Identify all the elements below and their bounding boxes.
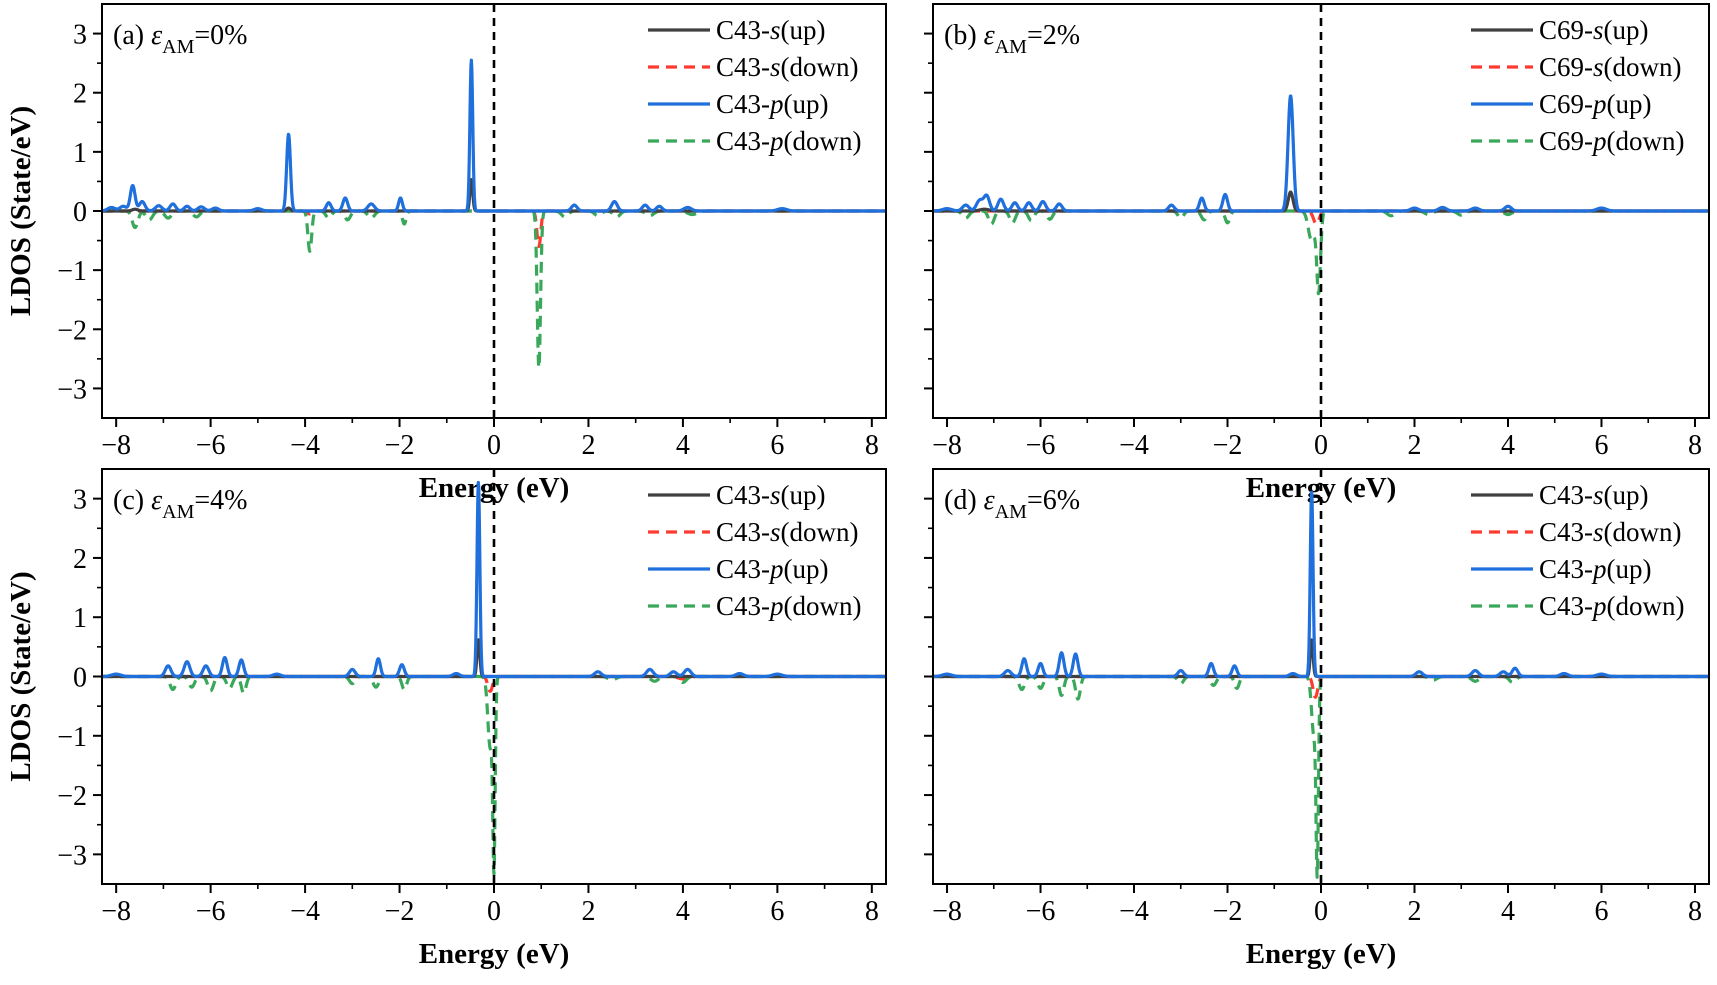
x-tick-label: 4 (676, 896, 690, 927)
legend-entry: C43-s(up) (716, 480, 826, 510)
y-tick-label: −3 (57, 840, 87, 871)
x-tick-label: −8 (101, 430, 131, 461)
y-tick-label: 1 (73, 603, 87, 634)
y-tick-label: −1 (57, 256, 87, 287)
x-tick-label: 6 (1594, 430, 1608, 461)
x-tick-label: −4 (1119, 896, 1149, 927)
x-tick-label: 0 (1314, 896, 1328, 927)
x-tick-label: −8 (101, 896, 131, 927)
x-tick-label: 4 (1501, 430, 1515, 461)
x-tick-label: 8 (1688, 430, 1702, 461)
legend-entry: C43-p(up) (716, 554, 828, 584)
x-tick-label: −6 (196, 896, 226, 927)
x-tick-label: −2 (1213, 896, 1243, 927)
y-axis-title: LDOS (State/eV) (5, 571, 37, 781)
legend-entry: C43-p(up) (1539, 554, 1651, 584)
legend-entry: C43-s(down) (1539, 517, 1682, 547)
y-tick-label: −2 (57, 315, 87, 346)
x-tick-label: 4 (676, 430, 690, 461)
x-tick-label: 6 (770, 896, 784, 927)
plot-area (933, 490, 1709, 879)
x-tick-label: 2 (1407, 430, 1421, 461)
legend-entry: C43-p(down) (716, 591, 861, 621)
x-tick-label: 4 (1501, 896, 1515, 927)
legend-entry: C69-s(up) (1539, 15, 1649, 45)
panel-label: (c) εAM=4% (113, 485, 247, 523)
legend-entry: C43-p(down) (716, 126, 861, 156)
y-axis-title: LDOS (State/eV) (5, 106, 37, 316)
legend-entry: C69-p(up) (1539, 89, 1651, 119)
x-tick-label: 8 (865, 430, 879, 461)
legend: C43-s(up) C43-s(down) C43-p(up) C43-p(down) (648, 15, 861, 156)
series-line-p-down (933, 209, 1709, 296)
x-tick-label: −6 (1026, 430, 1056, 461)
x-tick-label: −2 (385, 430, 415, 461)
legend-entry: C43-p(up) (716, 89, 828, 119)
x-tick-label: 2 (581, 896, 595, 927)
panel-label: (a) εAM=0% (113, 20, 247, 58)
y-tick-label: −2 (57, 781, 87, 812)
y-tick-label: 1 (73, 138, 87, 169)
y-tick-label: 3 (73, 20, 87, 51)
series-line-p-up (933, 94, 1709, 213)
x-tick-label: −4 (290, 430, 320, 461)
x-tick-label: 0 (487, 430, 501, 461)
x-tick-label: −6 (196, 430, 226, 461)
legend: C69-s(up) C69-s(down) C69-p(up) C69-p(down) (1471, 15, 1684, 156)
y-tick-label: 0 (73, 663, 87, 694)
legend-entry: C43-s(up) (716, 15, 826, 45)
series-line-p-down (102, 674, 886, 876)
x-tick-label: −2 (385, 896, 415, 927)
panel-c: −8 −6 −4 −2 0 2 4 6 8 −3 −2 −1 0 1 2 3 Energy (eV) LDOS (… (5, 468, 887, 970)
plot-area (102, 58, 886, 370)
panel-label: (b) εAM=2% (944, 20, 1080, 58)
x-axis-title: Energy (eV) (419, 938, 570, 970)
x-tick-label: 0 (1314, 430, 1328, 461)
x-tick-label: 8 (1688, 896, 1702, 927)
x-tick-label: −4 (290, 896, 320, 927)
y-tick-label: 2 (73, 79, 87, 110)
x-tick-label: −2 (1213, 430, 1243, 461)
x-tick-label: −8 (932, 896, 962, 927)
legend-entry: C69-p(down) (1539, 126, 1684, 156)
plot-area (102, 480, 886, 876)
x-tick-label: −6 (1026, 896, 1056, 927)
series-line-p-up (102, 58, 886, 213)
series-line-p-up (933, 490, 1709, 679)
x-tick-label: 6 (770, 430, 784, 461)
x-tick-label: 2 (581, 430, 595, 461)
y-tick-label: −3 (57, 374, 87, 405)
legend: C43-s(up) C43-s(down) C43-p(up) C43-p(down) (648, 480, 861, 621)
y-tick-label: 2 (73, 544, 87, 575)
legend-entry: C43-s(up) (1539, 480, 1649, 510)
x-axis-title: Energy (eV) (1246, 938, 1397, 970)
legend-entry: C69-s(down) (1539, 52, 1682, 82)
legend: C43-s(up) C43-s(down) C43-p(up) C43-p(down) (1471, 480, 1684, 621)
y-tick-label: 0 (73, 197, 87, 228)
x-tick-label: 2 (1407, 896, 1421, 927)
x-tick-label: 0 (487, 896, 501, 927)
x-tick-label: −4 (1119, 430, 1149, 461)
panel-d: −8 −6 −4 −2 0 2 4 6 8 Energy (eV) (d) εAM=6% C43-s(… (924, 468, 1710, 970)
panel-label: (d) εAM=6% (944, 485, 1080, 523)
legend-entry: C43-s(down) (716, 517, 859, 547)
series-line-p-up (102, 480, 886, 679)
y-tick-label: −1 (57, 722, 87, 753)
x-tick-label: 6 (1594, 896, 1608, 927)
x-tick-label: 8 (865, 896, 879, 927)
legend-entry: C43-s(down) (716, 52, 859, 82)
x-tick-label: −8 (932, 430, 962, 461)
y-tick-label: 3 (73, 485, 87, 516)
legend-entry: C43-p(down) (1539, 591, 1684, 621)
